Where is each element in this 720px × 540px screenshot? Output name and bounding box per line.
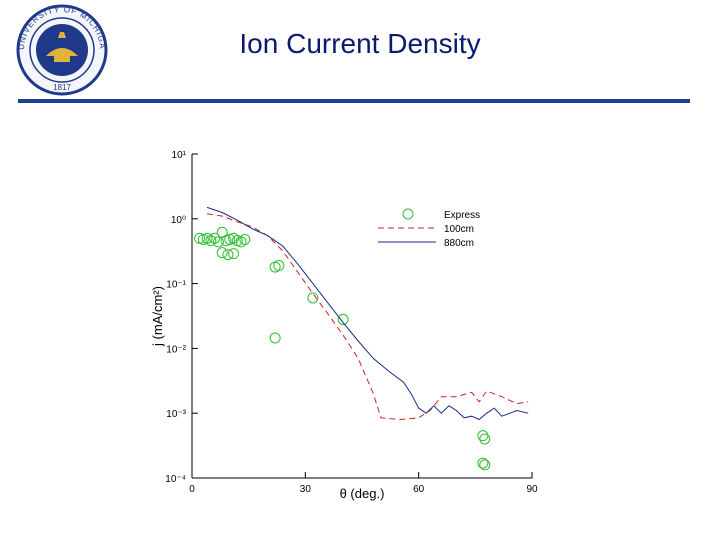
axis-ticks: 0 30 60 90 10¹ 10⁰ 10⁻¹ 10⁻² 10⁻³ 10⁻⁴	[165, 150, 538, 495]
y-axis-label: j (mA/cm²)	[150, 286, 165, 347]
legend-label-express: Express	[444, 210, 480, 221]
express-data-point	[209, 232, 221, 244]
x-axis-label: θ (deg.)	[340, 486, 385, 501]
express-data-point	[212, 236, 224, 248]
express-data-point	[216, 247, 228, 259]
express-data-point	[479, 433, 491, 445]
x-tick-label: 90	[526, 484, 538, 495]
express-data-point	[337, 313, 349, 325]
express-data-point	[307, 292, 319, 304]
legend-label-880cm: 880cm	[444, 238, 474, 249]
express-data-point	[479, 459, 491, 471]
legend-marker-express	[402, 208, 414, 220]
slide-title: Ion Current Density	[239, 28, 481, 59]
series-layer	[194, 206, 529, 471]
seal-year: 1817	[53, 83, 71, 92]
express-data-point	[228, 248, 240, 260]
university-seal: UNIVERSITY OF MICHIGAN 1817	[11, 0, 110, 96]
series-line-880cm	[206, 206, 529, 421]
y-tick-label: 10⁻³	[166, 409, 186, 420]
express-data-point	[239, 233, 251, 245]
y-tick-label: 10⁻⁴	[165, 474, 186, 485]
legend: Express 100cm 880cm	[378, 208, 480, 249]
series-line-100cm	[207, 213, 529, 421]
y-tick-label: 10¹	[172, 150, 187, 161]
express-data-point	[477, 457, 489, 469]
express-data-point	[269, 332, 281, 344]
plot-frame-group	[191, 154, 532, 479]
legend-label-100cm: 100cm	[444, 224, 474, 235]
x-tick-label: 30	[300, 484, 312, 495]
express-data-point	[273, 260, 285, 272]
express-data-point	[222, 249, 234, 261]
ion-current-density-chart: 0 30 60 90 10¹ 10⁰ 10⁻¹ 10⁻² 10⁻³ 10⁻⁴ Express 100…	[150, 150, 538, 501]
seal-logo: UNIVERSITY OF MICHIGAN 1817	[11, 0, 108, 96]
x-tick-label: 0	[189, 484, 195, 495]
y-tick-label: 10⁻¹	[166, 280, 186, 291]
header-rule	[18, 99, 690, 103]
y-tick-label: 10⁻²	[166, 344, 186, 355]
y-tick-label: 10⁰	[171, 215, 186, 226]
x-tick-label: 60	[413, 484, 425, 495]
